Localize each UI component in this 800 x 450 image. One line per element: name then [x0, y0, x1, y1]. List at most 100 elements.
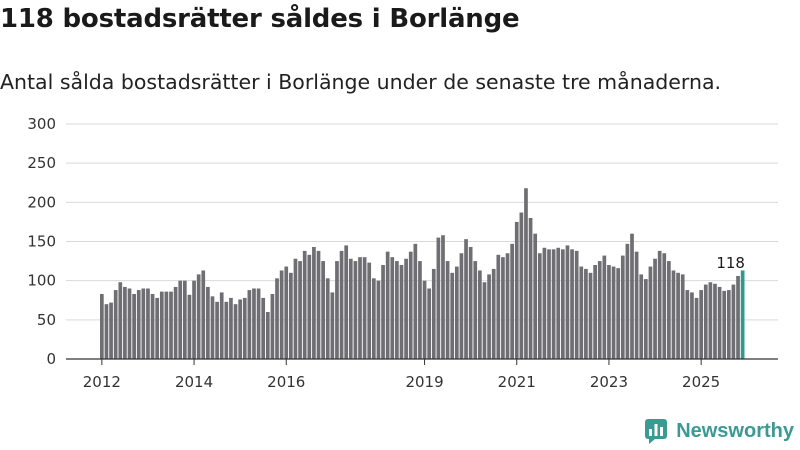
bar	[441, 235, 445, 359]
bar	[127, 288, 132, 359]
bar	[722, 290, 727, 359]
bar	[275, 278, 279, 359]
y-tick-label: 0	[46, 350, 56, 368]
bar	[196, 274, 201, 359]
bar	[344, 245, 349, 359]
bar	[265, 312, 270, 359]
bar	[136, 290, 141, 359]
gridlines	[66, 123, 778, 321]
bar	[445, 261, 450, 359]
bar	[348, 258, 353, 359]
bar	[510, 243, 514, 359]
bar	[505, 253, 510, 359]
bar	[717, 286, 722, 359]
bar	[219, 292, 224, 359]
bar	[708, 282, 713, 359]
bar	[685, 290, 690, 359]
bar	[330, 292, 335, 359]
bar	[579, 266, 584, 359]
bar	[690, 292, 694, 359]
bar	[413, 243, 418, 359]
bar	[192, 280, 196, 359]
y-tick-label: 100	[27, 272, 56, 290]
bar	[242, 297, 247, 359]
bar	[238, 299, 242, 359]
bar	[630, 233, 634, 359]
bar-series	[100, 188, 745, 359]
bar	[252, 288, 256, 359]
bar	[551, 249, 556, 359]
bar	[519, 212, 524, 359]
y-tick-label: 200	[27, 193, 56, 211]
bar	[657, 250, 662, 359]
bar	[418, 261, 422, 359]
bar	[482, 282, 487, 359]
bar	[201, 270, 206, 359]
bar	[362, 257, 367, 359]
bar	[431, 268, 436, 359]
bar	[639, 274, 644, 359]
bar	[537, 253, 542, 359]
bar	[376, 280, 381, 359]
bar	[561, 249, 565, 359]
bar	[487, 274, 491, 359]
bar	[680, 274, 685, 359]
bar	[381, 265, 385, 359]
bar	[436, 237, 441, 359]
bar	[371, 278, 376, 359]
bar	[270, 293, 275, 359]
x-tick-label: 2014	[175, 373, 213, 391]
last-bar-data-label: 118	[716, 254, 745, 272]
bar	[703, 284, 708, 359]
bar	[597, 261, 602, 359]
bar	[256, 288, 261, 359]
bar	[224, 301, 229, 359]
bar	[132, 293, 136, 359]
bar	[459, 253, 464, 359]
bar	[261, 297, 266, 359]
bar	[726, 290, 731, 359]
bar	[390, 257, 395, 359]
bar	[335, 261, 339, 359]
bar	[648, 266, 653, 359]
bar	[676, 272, 680, 359]
bar	[501, 257, 505, 359]
bar	[187, 294, 192, 359]
bar	[713, 283, 717, 359]
bar	[215, 301, 219, 359]
bar	[293, 258, 298, 359]
bar	[206, 286, 210, 359]
x-axis-ticks: 2012 2014 2016 2019 2021 2023 2025	[83, 359, 720, 391]
bar	[570, 249, 574, 359]
bar	[178, 280, 183, 359]
bar	[358, 257, 362, 359]
newsworthy-logo-icon	[645, 419, 668, 444]
bar	[607, 265, 611, 359]
chart-title: 118 bostadsrätter såldes i Borlänge	[0, 4, 520, 34]
bar	[385, 251, 390, 359]
x-tick-label: 2025	[682, 373, 720, 391]
bar	[625, 243, 630, 359]
bar	[478, 270, 482, 359]
bar	[325, 278, 330, 359]
bar	[514, 221, 519, 359]
bar	[399, 265, 404, 359]
bar	[289, 272, 293, 359]
bar	[321, 261, 325, 359]
bar	[113, 290, 118, 359]
bar	[104, 304, 109, 359]
chart-subtitle: Antal sålda bostadsrätter i Borlänge und…	[0, 70, 722, 94]
bar	[169, 291, 173, 359]
bar	[584, 268, 588, 359]
bar	[395, 261, 399, 359]
bar	[556, 247, 561, 359]
y-tick-label: 300	[27, 115, 56, 133]
bar	[736, 275, 740, 359]
bar	[100, 293, 104, 359]
bar	[468, 246, 473, 359]
y-tick-label: 250	[27, 154, 56, 172]
bar	[123, 286, 127, 359]
bar	[574, 250, 579, 359]
bar	[593, 265, 597, 359]
bar	[620, 255, 625, 359]
